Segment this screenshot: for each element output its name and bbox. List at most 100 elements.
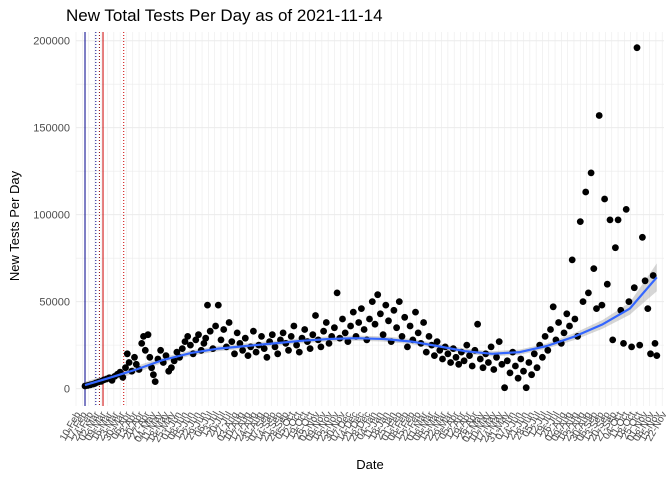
data-point xyxy=(322,319,330,326)
data-point xyxy=(374,291,382,299)
data-point xyxy=(647,350,654,358)
data-point xyxy=(217,336,225,344)
data-point xyxy=(241,334,249,342)
data-point xyxy=(206,327,214,335)
data-point xyxy=(422,348,430,356)
data-point xyxy=(479,364,487,372)
data-point xyxy=(452,353,460,361)
data-point xyxy=(377,310,384,318)
data-point xyxy=(339,315,346,323)
data-point xyxy=(466,352,473,359)
data-point xyxy=(132,360,140,368)
data-point xyxy=(274,350,282,358)
data-point xyxy=(178,345,186,352)
data-point xyxy=(236,340,244,347)
chart-title: New Total Tests Per Day as of 2021-11-14 xyxy=(66,6,383,25)
data-point xyxy=(225,319,233,326)
data-point xyxy=(312,312,319,319)
data-point xyxy=(358,305,365,312)
data-point xyxy=(260,345,268,352)
data-point xyxy=(653,352,661,359)
data-point xyxy=(541,333,549,340)
data-point xyxy=(614,216,622,224)
data-point xyxy=(501,384,508,392)
grid-layer xyxy=(75,32,664,406)
data-point xyxy=(644,305,652,312)
y-tick-label: 100000 xyxy=(33,210,70,222)
data-point xyxy=(622,206,630,213)
data-point xyxy=(393,324,400,332)
data-point xyxy=(506,369,514,377)
data-point xyxy=(119,373,127,381)
data-point xyxy=(349,308,357,316)
data-point xyxy=(151,378,159,385)
data-point xyxy=(620,340,627,347)
data-point xyxy=(539,353,546,361)
data-point xyxy=(263,353,271,361)
data-point xyxy=(512,362,519,370)
data-point xyxy=(568,256,576,264)
data-point xyxy=(582,188,590,196)
data-point xyxy=(385,317,392,325)
data-point xyxy=(131,353,138,361)
data-point xyxy=(560,329,568,337)
data-point xyxy=(293,341,300,349)
data-point xyxy=(271,343,279,351)
data-point xyxy=(609,336,617,344)
data-point xyxy=(447,359,454,366)
data-point xyxy=(493,353,500,361)
data-point xyxy=(239,346,247,354)
data-point xyxy=(195,331,202,339)
data-point xyxy=(520,367,527,375)
data-point xyxy=(525,359,533,366)
smooth-line xyxy=(84,276,658,387)
data-point xyxy=(439,355,446,363)
data-point xyxy=(398,333,406,340)
data-point xyxy=(184,333,192,340)
data-point xyxy=(595,112,603,119)
data-point xyxy=(401,313,409,321)
data-point xyxy=(649,272,657,279)
data-point xyxy=(168,364,175,372)
data-point xyxy=(625,298,633,305)
data-point xyxy=(258,333,265,340)
data-point xyxy=(279,329,287,337)
data-point xyxy=(603,280,611,288)
data-point xyxy=(455,360,463,368)
data-point xyxy=(290,322,298,330)
data-point xyxy=(544,346,552,354)
data-point xyxy=(639,233,646,241)
data-point xyxy=(566,322,573,330)
data-point xyxy=(157,346,165,354)
data-point xyxy=(187,341,194,349)
data-point xyxy=(204,301,211,309)
data-point xyxy=(231,350,238,358)
data-point xyxy=(485,359,492,366)
data-point xyxy=(306,345,314,352)
data-point xyxy=(214,301,222,309)
data-point xyxy=(498,360,506,368)
data-point xyxy=(379,331,387,339)
data-point xyxy=(122,364,129,372)
y-axis-ticks: 0 50000 100000 150000 200000 xyxy=(33,36,70,396)
data-point xyxy=(490,366,498,373)
data-point xyxy=(360,326,368,333)
data-point xyxy=(476,355,484,363)
y-tick-label: 0 xyxy=(64,384,70,396)
data-point xyxy=(598,301,606,309)
data-point xyxy=(325,340,333,347)
data-point xyxy=(368,298,376,305)
data-point xyxy=(244,352,252,359)
data-point xyxy=(390,306,398,314)
data-point xyxy=(404,343,411,351)
data-point xyxy=(474,320,481,328)
y-tick-label: 50000 xyxy=(39,297,70,309)
data-point xyxy=(514,374,522,382)
data-point xyxy=(460,357,468,365)
data-point xyxy=(495,338,503,345)
data-point xyxy=(252,348,260,356)
y-tick-label: 200000 xyxy=(33,36,70,48)
data-point xyxy=(331,324,338,332)
data-point xyxy=(138,340,146,347)
data-point xyxy=(395,298,403,305)
